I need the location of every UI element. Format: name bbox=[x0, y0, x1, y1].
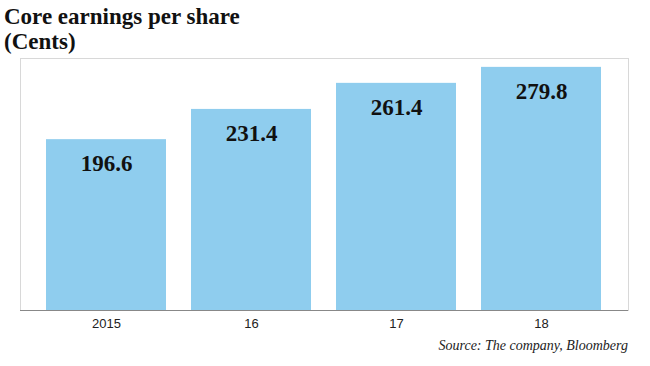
svg-text:231.4: 231.4 bbox=[226, 121, 278, 146]
svg-text:17: 17 bbox=[389, 316, 403, 331]
svg-text:196.6: 196.6 bbox=[81, 151, 133, 176]
html-text:Source: The company, Bloomberg: Source: The company, Bloomberg bbox=[438, 338, 628, 353]
svg-text:279.8: 279.8 bbox=[516, 79, 568, 104]
svg-text:261.4: 261.4 bbox=[371, 95, 423, 120]
svg-text:16: 16 bbox=[244, 316, 258, 331]
svg-text:2015: 2015 bbox=[92, 316, 121, 331]
html-text:(Cents): (Cents) bbox=[4, 29, 76, 54]
html-text:Core earnings per share: Core earnings per share bbox=[4, 4, 240, 29]
svg-text:18: 18 bbox=[534, 316, 548, 331]
